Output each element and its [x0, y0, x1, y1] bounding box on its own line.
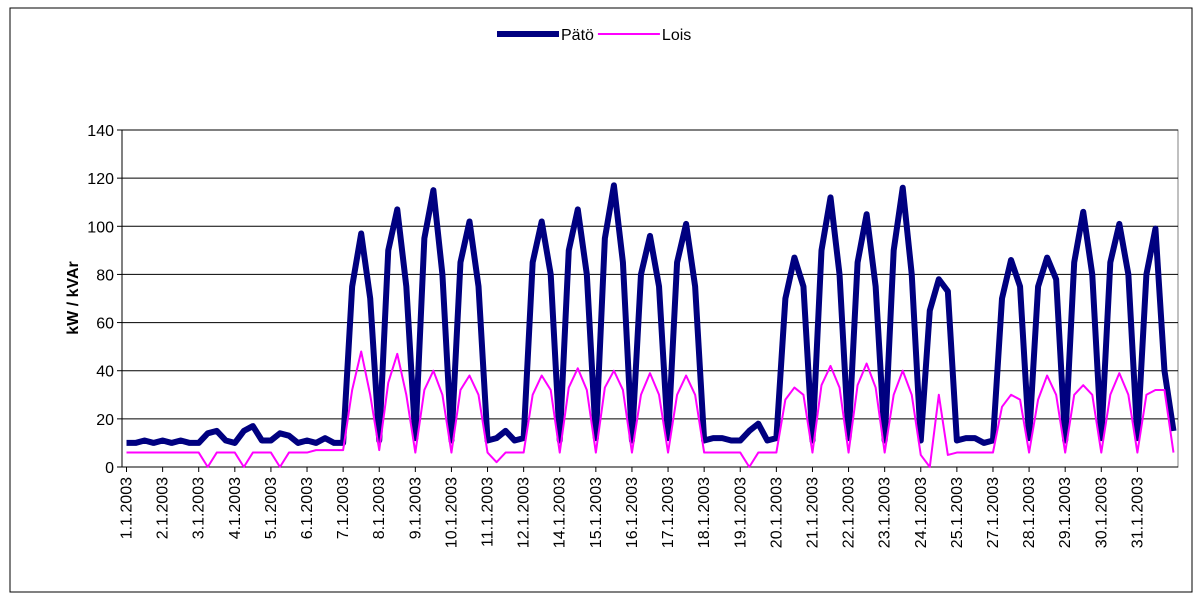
- y-tick-label: 140: [87, 123, 114, 140]
- x-tick-label: 28.1.2003: [1021, 477, 1038, 548]
- x-tick-label: 24.1.2003: [913, 477, 930, 548]
- x-tick-label: 15.1.2003: [588, 477, 605, 548]
- y-tick-label: 40: [96, 364, 114, 381]
- x-tick-label: 11.1.2003: [480, 477, 497, 547]
- y-tick-label: 60: [96, 316, 114, 333]
- legend-label: Pätö: [561, 27, 594, 44]
- x-tick-label: 12.1.2003: [516, 477, 533, 548]
- x-tick-label: 18.1.2003: [696, 477, 713, 548]
- series-line: [126, 350, 1175, 468]
- x-tick-label: 10.1.2003: [443, 477, 460, 548]
- x-tick-label: 6.1.2003: [299, 477, 316, 539]
- y-tick-label: 80: [96, 267, 114, 284]
- x-tick-label: 25.1.2003: [949, 477, 966, 548]
- y-tick-label: 100: [87, 219, 114, 236]
- x-tick-label: 19.1.2003: [732, 477, 749, 548]
- y-tick-label: 20: [96, 412, 114, 429]
- x-tick-label: 14.1.2003: [552, 477, 569, 548]
- x-tick-label: 21.1.2003: [804, 477, 821, 548]
- x-tick-label: 17.1.2003: [660, 477, 677, 548]
- x-tick-label: 29.1.2003: [1057, 477, 1074, 548]
- x-tick-label: 27.1.2003: [985, 477, 1002, 548]
- x-tick-label: 16.1.2003: [624, 477, 641, 548]
- x-tick-label: 9.1.2003: [407, 477, 424, 539]
- x-tick-label: 23.1.2003: [877, 477, 894, 548]
- x-tick-label: 31.1.2003: [1129, 477, 1146, 548]
- y-tick-label: 0: [105, 460, 114, 477]
- x-tick-label: 8.1.2003: [371, 477, 388, 539]
- legend-label: Lois: [662, 27, 691, 44]
- x-tick-label: 20.1.2003: [768, 477, 785, 548]
- x-tick-label: 7.1.2003: [335, 477, 352, 539]
- x-tick-label: 3.1.2003: [191, 477, 208, 539]
- x-tick-label: 5.1.2003: [263, 477, 280, 539]
- x-tick-label: 30.1.2003: [1093, 477, 1110, 548]
- y-tick-label: 120: [87, 171, 114, 188]
- x-tick-label: 2.1.2003: [155, 477, 172, 539]
- series-line: [126, 182, 1177, 446]
- y-axis-label: kW / kVAr: [65, 261, 82, 335]
- x-tick-label: 4.1.2003: [227, 477, 244, 539]
- x-tick-label: 1.1.2003: [119, 477, 136, 539]
- x-tick-label: 22.1.2003: [841, 477, 858, 548]
